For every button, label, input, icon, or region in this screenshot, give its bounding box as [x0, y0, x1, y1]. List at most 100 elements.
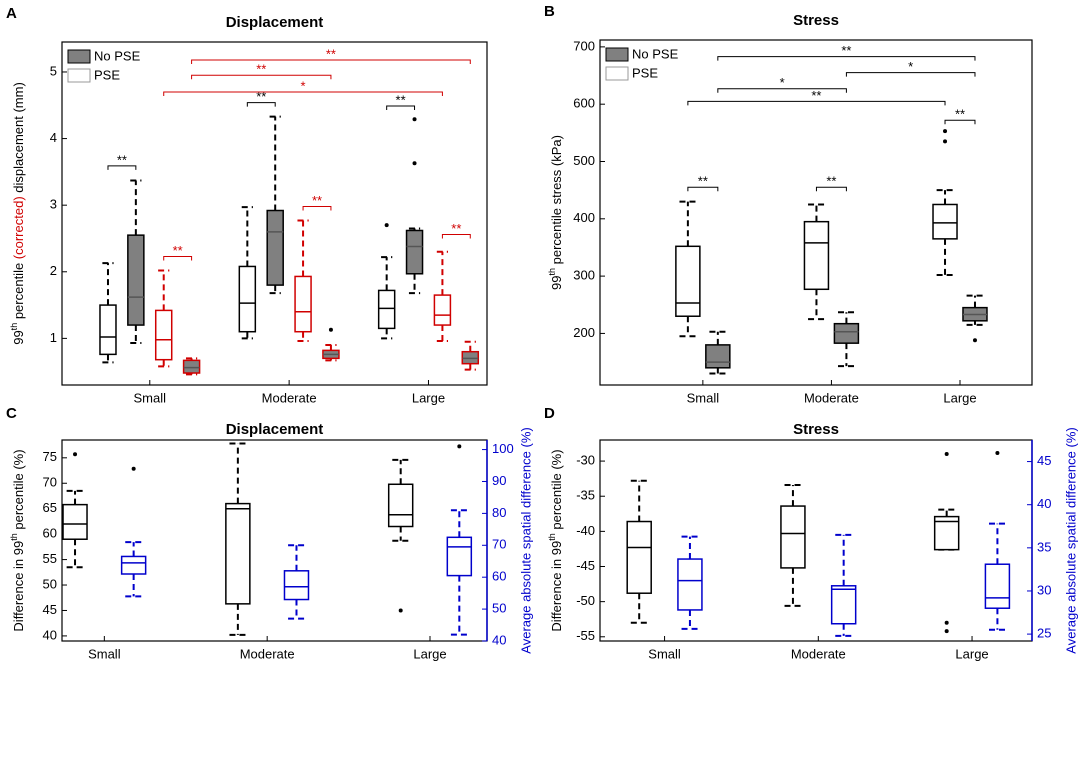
box	[154, 309, 173, 361]
upper-whisker	[269, 115, 281, 211]
lower-whisker	[436, 325, 449, 343]
significance-bracket	[717, 88, 847, 93]
upper-whisker	[989, 522, 1006, 565]
panel-label: B	[544, 3, 555, 20]
upper-whisker	[681, 535, 699, 560]
box	[446, 536, 473, 577]
lower-whisker	[464, 363, 476, 371]
upper-whisker	[630, 479, 648, 522]
upper-whisker	[436, 250, 449, 296]
y2-tick-label: 80	[492, 505, 506, 520]
x-tick-label: Moderate	[791, 646, 846, 661]
legend-label: PSE	[94, 67, 120, 82]
lower-whisker	[709, 367, 727, 375]
y-tick-label: 200	[573, 325, 595, 340]
lower-whisker	[808, 289, 825, 321]
box	[626, 520, 652, 594]
significance-label: **	[256, 62, 266, 77]
y-axis-label-part: percentile	[11, 259, 26, 323]
lower-whisker	[835, 623, 853, 637]
lower-whisker	[269, 285, 281, 295]
upper-whisker	[938, 508, 956, 517]
upper-whisker	[288, 544, 305, 571]
lower-whisker	[130, 325, 142, 345]
box	[405, 229, 424, 275]
upper-whisker	[838, 311, 855, 324]
box	[120, 555, 147, 575]
x-tick-label: Large	[943, 390, 976, 405]
box	[705, 344, 731, 369]
y2-tick-label: 40	[1037, 496, 1051, 511]
y-axis-label-part: percentile stress (kPa)	[549, 135, 564, 268]
y-tick-label: 300	[573, 268, 595, 283]
significance-bracket	[386, 105, 416, 110]
y-axis-label: 99th percentile (corrected) displacement…	[9, 82, 26, 345]
y-tick-label: 60	[43, 526, 57, 541]
lower-whisker	[989, 608, 1006, 631]
significance-bracket	[944, 119, 976, 125]
x-tick-label: Large	[412, 390, 445, 405]
lower-whisker	[936, 238, 954, 276]
significance-label: *	[780, 75, 785, 90]
chart-title: Displacement	[226, 421, 324, 438]
y-tick-label: -30	[576, 453, 595, 468]
y-tick-label: 45	[43, 602, 57, 617]
box	[675, 245, 701, 317]
y2-tick-label: 90	[492, 473, 506, 488]
lower-whisker	[679, 316, 697, 338]
lower-whisker	[784, 567, 802, 607]
panel-label: A	[6, 5, 17, 22]
lower-whisker	[297, 331, 309, 343]
upper-whisker	[450, 509, 468, 538]
upper-whisker	[392, 458, 410, 485]
outlier	[412, 117, 417, 122]
y-tick-label: -45	[576, 558, 595, 573]
x-tick-label: Small	[687, 390, 720, 405]
upper-whisker	[679, 200, 697, 247]
y-axis-label: Difference in 99th percentile (%)	[547, 449, 564, 631]
outlier	[73, 452, 78, 457]
significance-label: **	[698, 174, 708, 189]
lower-whisker	[102, 354, 114, 364]
panel-label: D	[544, 405, 555, 422]
significance-bracket	[687, 100, 946, 106]
significance-bracket	[107, 165, 137, 170]
significance-bracket	[441, 233, 471, 239]
y2-tick-label: 45	[1037, 453, 1051, 468]
y2-tick-label: 25	[1037, 626, 1051, 641]
box	[266, 209, 284, 286]
y-axis-label-part: displacement (mm)	[11, 82, 26, 196]
y-tick-label: 40	[43, 627, 57, 642]
y-axis-label-part: 99	[549, 275, 564, 289]
y-tick-label: -50	[576, 593, 595, 608]
y-axis-label-part: th	[547, 268, 557, 276]
box	[294, 275, 312, 333]
y-tick-label: 500	[573, 153, 595, 168]
y2-tick-label: 70	[492, 537, 506, 552]
legend-swatch	[67, 49, 91, 64]
significance-bracket	[717, 56, 976, 61]
box	[377, 289, 396, 330]
significance-label: **	[841, 43, 851, 58]
upper-whisker	[66, 489, 84, 505]
box	[677, 558, 703, 611]
y2-tick-label: 30	[1037, 582, 1051, 597]
x-tick-label: Small	[648, 646, 681, 661]
lower-whisker	[838, 343, 855, 368]
y-tick-label: 70	[43, 475, 57, 490]
box	[830, 585, 857, 625]
y2-tick-label: 60	[492, 569, 506, 584]
upper-whisker	[297, 219, 309, 277]
y-axis-label: 99th percentile stress (kPa)	[547, 135, 564, 290]
box	[127, 234, 145, 326]
y-axis-label-part: th	[547, 533, 557, 541]
y-axis-label-part: Difference in 99	[549, 541, 564, 632]
x-tick-label: Large	[955, 646, 988, 661]
upper-whisker	[835, 533, 853, 586]
upper-whisker	[158, 269, 170, 311]
upper-whisker	[125, 541, 143, 557]
significance-bracket	[845, 72, 976, 77]
y2-axis-label: Average absolute spatial difference (%)	[518, 427, 533, 653]
y-tick-label: -40	[576, 523, 595, 538]
